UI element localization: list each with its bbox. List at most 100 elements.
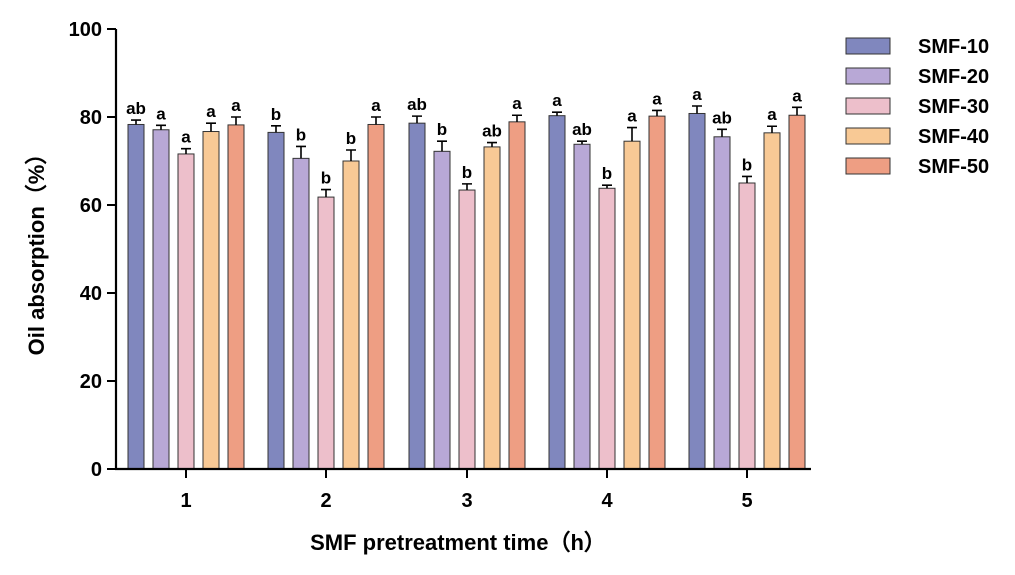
legend-swatch-smf-30 (845, 97, 891, 115)
y-tick-label: 0 (91, 459, 102, 481)
bar-smf-50-5 (788, 114, 806, 470)
significance-label: ab (572, 120, 592, 139)
y-axis-title: Oil absorption（%） (24, 143, 49, 356)
error-bar (717, 128, 727, 137)
bar-smf-10-3 (408, 122, 426, 470)
error-bar (767, 125, 777, 133)
bar-smf-10-4 (548, 115, 566, 470)
bar-smf-40-3 (483, 146, 501, 470)
legend-swatch-smf-20 (845, 67, 891, 85)
error-bar (231, 116, 241, 125)
legend-label-smf-40: SMF-40 (918, 126, 989, 148)
significance-label: a (156, 104, 166, 123)
significance-label: ab (126, 99, 146, 118)
error-bar (371, 116, 381, 125)
significance-label: a (767, 105, 777, 124)
bar-smf-20-5 (713, 136, 731, 470)
error-bar (206, 122, 216, 132)
bar-smf-40-5 (763, 132, 781, 470)
significance-label: b (271, 105, 281, 124)
legend-swatch-smf-10 (845, 37, 891, 55)
significance-label: b (462, 163, 472, 182)
bar-smf-20-4 (573, 143, 591, 470)
significance-label: ab (482, 122, 502, 141)
significance-label: b (742, 155, 752, 174)
y-tick-label: 40 (80, 283, 102, 305)
x-tick-label: 3 (461, 490, 472, 512)
error-bar (692, 105, 702, 114)
significance-label: a (652, 89, 662, 108)
significance-label: a (206, 102, 216, 121)
error-bar (437, 140, 447, 152)
error-bar (462, 183, 472, 191)
legend-swatch-smf-50 (845, 157, 891, 175)
error-bar (412, 115, 422, 124)
error-bar (512, 114, 522, 122)
y-tick-label: 60 (80, 195, 102, 217)
significance-label: a (627, 107, 637, 126)
y-axis-ticks: 0 20 40 60 80 100 (69, 19, 116, 481)
significance-label: a (231, 96, 241, 115)
bar-smf-30-2 (317, 196, 335, 470)
bar-smf-20-1 (152, 129, 170, 470)
x-tick-label: 2 (320, 490, 331, 512)
error-bar (627, 126, 637, 142)
bar-smf-20-3 (433, 150, 451, 470)
bar-smf-50-4 (648, 115, 666, 470)
bar-smf-40-4 (623, 140, 641, 470)
error-bar (577, 140, 587, 145)
legend-swatch-smf-40 (845, 127, 891, 145)
bar-smf-30-4 (598, 187, 616, 470)
error-bar (487, 141, 497, 147)
x-tick-label: 4 (601, 490, 613, 512)
legend: SMF-10 SMF-20 SMF-30 SMF-40 SMF-50 (845, 36, 989, 178)
bar-smf-50-1 (227, 124, 245, 470)
significance-label: b (296, 125, 306, 144)
error-bar (296, 145, 306, 159)
error-bar (271, 125, 281, 133)
x-tick-label: 1 (180, 490, 191, 512)
significance-label: a (181, 128, 191, 147)
significance-label: b (321, 169, 331, 188)
y-tick-label: 20 (80, 371, 102, 393)
significance-label: a (552, 91, 562, 110)
error-bar (552, 111, 562, 116)
y-tick-label: 100 (69, 19, 102, 41)
significance-label: b (346, 129, 356, 148)
significance-label: a (512, 94, 522, 113)
x-axis-title: SMF pretreatment time（h） (310, 530, 606, 555)
bar-smf-40-1 (202, 131, 220, 470)
x-tick-label: 5 (741, 490, 752, 512)
bar-smf-40-2 (342, 160, 360, 470)
significance-label: ab (712, 108, 732, 127)
error-bar (181, 147, 191, 154)
significance-label: ab (407, 95, 427, 114)
y-tick-label: 80 (80, 107, 102, 129)
legend-label-smf-50: SMF-50 (918, 156, 989, 178)
significance-label: b (437, 120, 447, 139)
error-bar (742, 175, 752, 183)
bar-smf-30-5 (738, 182, 756, 470)
bar-smf-20-2 (292, 157, 310, 470)
legend-label-smf-30: SMF-30 (918, 96, 989, 118)
error-bar (792, 106, 802, 116)
x-axis-ticks: 1 2 3 4 5 (180, 469, 753, 512)
error-bar (156, 124, 166, 130)
error-bar (602, 184, 612, 189)
bar-smf-10-2 (267, 131, 285, 470)
bar-smf-30-1 (177, 153, 195, 470)
bar-smf-50-2 (367, 123, 385, 470)
bar-smf-10-1 (127, 123, 145, 470)
significance-label: a (692, 85, 702, 104)
bar-smf-50-3 (508, 121, 526, 470)
legend-label-smf-10: SMF-10 (918, 36, 989, 58)
error-bar (131, 119, 141, 125)
bar-smf-10-5 (688, 112, 706, 470)
error-bar (652, 109, 662, 117)
significance-label: a (792, 86, 802, 105)
error-bar (321, 188, 331, 198)
error-bar (346, 149, 356, 161)
significance-label: a (371, 96, 381, 115)
